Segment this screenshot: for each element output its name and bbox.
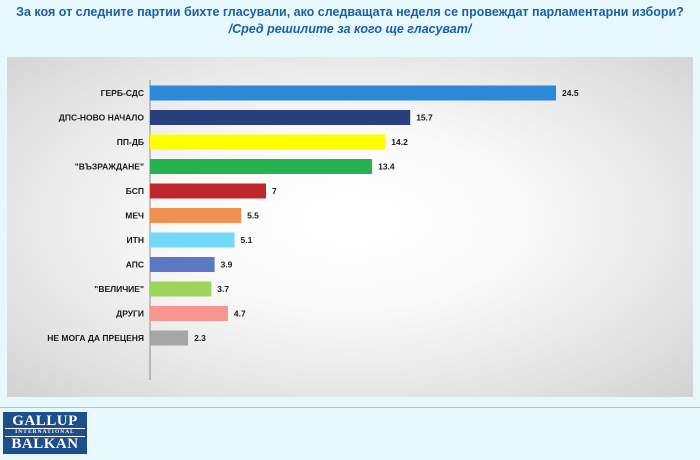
value-label-4: 7 <box>272 186 277 196</box>
logo-line-3: BALKAN <box>11 436 79 452</box>
category-label-0: ГЕРБ-СДС <box>101 88 144 98</box>
category-label-3: "ВЪЗРАЖДАНЕ" <box>75 162 144 172</box>
bar-9 <box>150 306 228 321</box>
category-label-7: АПС <box>126 260 144 270</box>
bar-5 <box>150 208 242 223</box>
bar-3 <box>150 159 373 174</box>
value-label-9: 4.7 <box>234 309 246 319</box>
category-label-6: ИТН <box>127 235 144 245</box>
value-label-10: 2.3 <box>194 333 206 343</box>
category-label-4: БСП <box>126 186 144 196</box>
bar-7 <box>150 257 215 272</box>
bar-10 <box>150 330 189 346</box>
chart-title: За коя от следните партии бихте гласувал… <box>16 5 684 19</box>
value-label-1: 15.7 <box>416 113 433 123</box>
bar-1 <box>150 110 411 125</box>
bar-2 <box>150 134 386 150</box>
value-label-0: 24.5 <box>562 88 579 98</box>
bar-8 <box>150 281 212 297</box>
bar-6 <box>150 232 235 248</box>
value-label-5: 5.5 <box>247 211 259 221</box>
chart-subtitle: /Сред решилите за кого ще гласуват/ <box>228 22 472 36</box>
category-label-10: НЕ МОГА ДА ПРЕЦЕНЯ <box>47 333 144 343</box>
footer-divider <box>0 407 700 408</box>
gallup-logo: GALLUP INTERNATIONAL BALKAN <box>3 412 87 454</box>
value-label-3: 13.4 <box>378 162 395 172</box>
bar-0 <box>150 85 556 101</box>
value-label-8: 3.7 <box>217 284 229 294</box>
bar-4 <box>150 183 266 199</box>
logo-line-2: INTERNATIONAL <box>5 428 85 437</box>
category-label-2: ПП-ДБ <box>117 137 144 147</box>
value-label-2: 14.2 <box>391 137 408 147</box>
value-label-7: 3.9 <box>221 260 233 270</box>
category-label-9: ДРУГИ <box>116 309 144 319</box>
bars-group: ГЕРБ-СДС 24.5 ДПС-НОВО НАЧАЛО 15.7 ПП-ДБ 14.2… <box>47 85 579 346</box>
category-label-8: "ВЕЛИЧИЕ" <box>94 284 144 294</box>
logo-line-1: GALLUP <box>12 413 78 429</box>
value-label-6: 5.1 <box>241 235 253 245</box>
category-label-1: ДПС-НОВО НАЧАЛО <box>59 113 145 123</box>
category-label-5: МЕЧ <box>125 211 144 221</box>
